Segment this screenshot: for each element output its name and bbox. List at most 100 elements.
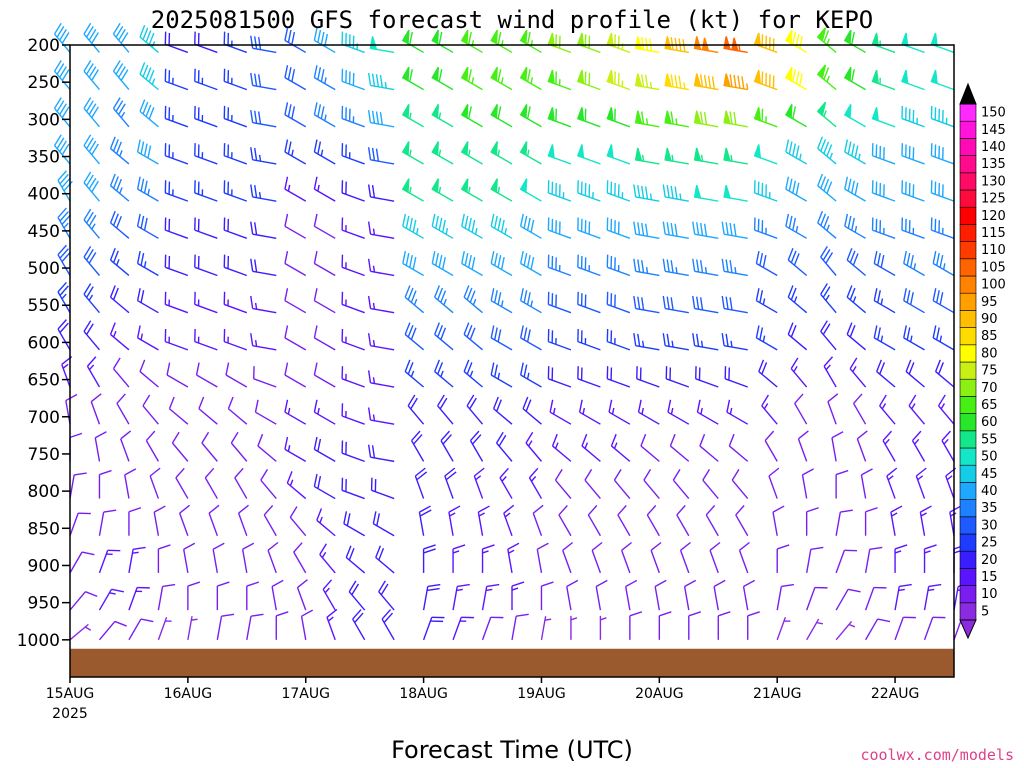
wind-barb xyxy=(216,613,235,640)
wind-barb xyxy=(669,433,690,462)
wind-barb xyxy=(254,399,277,425)
wind-barb xyxy=(57,170,73,202)
wind-barb xyxy=(83,245,101,276)
wind-barb xyxy=(797,430,809,462)
wind-barb xyxy=(98,509,117,536)
y-tick-label: 500 xyxy=(28,259,60,279)
wind-barb xyxy=(69,623,92,641)
wind-barb xyxy=(139,62,159,91)
wind-barb xyxy=(375,545,395,574)
wind-barb xyxy=(275,611,289,640)
wind-barb xyxy=(606,366,631,388)
wind-barb xyxy=(871,69,896,91)
wind-barb xyxy=(894,583,912,611)
wind-barb xyxy=(662,184,689,202)
wind-barb xyxy=(448,505,461,536)
wind-barb xyxy=(785,139,808,165)
wind-barb xyxy=(98,469,112,499)
wind-barb xyxy=(790,357,808,388)
wind-barb xyxy=(873,325,896,351)
wind-barb xyxy=(367,221,395,240)
colorbar-label: 125 xyxy=(981,192,1006,207)
wind-barb xyxy=(477,505,490,536)
wind-barb xyxy=(369,36,395,54)
wind-barb xyxy=(267,541,279,574)
wind-barb xyxy=(915,467,927,499)
wind-barb xyxy=(576,69,601,91)
wind-barb xyxy=(57,207,71,239)
wind-barb xyxy=(930,180,955,202)
wind-barb xyxy=(367,147,395,165)
wind-barb xyxy=(284,65,307,91)
wind-barb xyxy=(519,325,542,351)
wind-barb xyxy=(367,407,395,425)
colorbar-label: 100 xyxy=(981,278,1006,293)
wind-barb xyxy=(576,32,601,54)
wind-barb xyxy=(879,394,896,425)
wind-barb xyxy=(53,97,71,128)
wind-barb xyxy=(577,366,601,388)
colorbar-bin xyxy=(959,327,977,346)
x-tick-label: 15AUG xyxy=(46,686,95,702)
wind-barb xyxy=(932,288,955,314)
wind-barb xyxy=(90,393,102,425)
wind-barb xyxy=(153,505,166,536)
wind-barb xyxy=(164,217,189,239)
wind-barb xyxy=(753,107,778,128)
wind-barb xyxy=(856,430,868,462)
wind-barb xyxy=(606,254,631,277)
wind-barb xyxy=(702,469,719,500)
wind-barb xyxy=(341,291,365,314)
wind-barb xyxy=(519,66,542,91)
wind-barb xyxy=(223,68,248,91)
wind-barb xyxy=(646,505,660,537)
wind-barb xyxy=(547,180,572,202)
wind-barb xyxy=(755,250,778,277)
x-tick-label: 19AUG xyxy=(517,686,566,702)
wind-barb xyxy=(905,359,925,388)
wind-barb xyxy=(313,436,336,462)
wind-barb xyxy=(576,144,601,165)
colorbar-bin xyxy=(959,568,977,586)
plot-frame xyxy=(69,44,955,678)
wind-barb xyxy=(692,258,719,277)
wind-barb xyxy=(755,288,778,314)
wind-barb xyxy=(463,359,483,388)
wind-barb xyxy=(547,144,572,165)
colorbar-bin xyxy=(959,430,977,449)
wind-barb xyxy=(843,29,866,54)
wind-barb xyxy=(558,505,572,537)
wind-barb xyxy=(871,180,896,202)
wind-barb xyxy=(460,29,483,54)
wind-barb xyxy=(431,141,454,165)
wind-barb xyxy=(536,542,549,574)
wind-barb xyxy=(525,431,543,462)
wind-barb xyxy=(806,586,828,611)
wind-barb xyxy=(864,546,883,574)
wind-barb xyxy=(112,22,130,53)
wind-barb xyxy=(466,394,484,425)
colorbar-label: 40 xyxy=(981,484,998,499)
wind-barb xyxy=(930,32,955,54)
wind-barb xyxy=(341,217,365,239)
wind-barb xyxy=(164,291,189,314)
colorbar-bin xyxy=(959,585,977,604)
wind-barb xyxy=(577,217,601,239)
colorbar-label: 20 xyxy=(981,553,998,568)
wind-barb xyxy=(367,72,395,91)
wind-barb xyxy=(128,507,142,536)
wind-barb xyxy=(227,396,248,425)
colorbar-bin xyxy=(959,464,977,483)
wind-barb xyxy=(901,143,925,165)
wind-barb xyxy=(460,141,483,165)
y-tick-label: 700 xyxy=(28,408,60,428)
wind-barb xyxy=(250,35,277,54)
wind-barb xyxy=(577,180,601,202)
wind-barb xyxy=(820,283,837,314)
wind-barb xyxy=(566,579,579,611)
wind-barb xyxy=(547,254,572,277)
colorbar-label: 15 xyxy=(981,570,998,585)
colorbar-bin xyxy=(959,516,977,535)
wind-barb xyxy=(461,250,483,277)
wind-barb xyxy=(341,440,365,463)
